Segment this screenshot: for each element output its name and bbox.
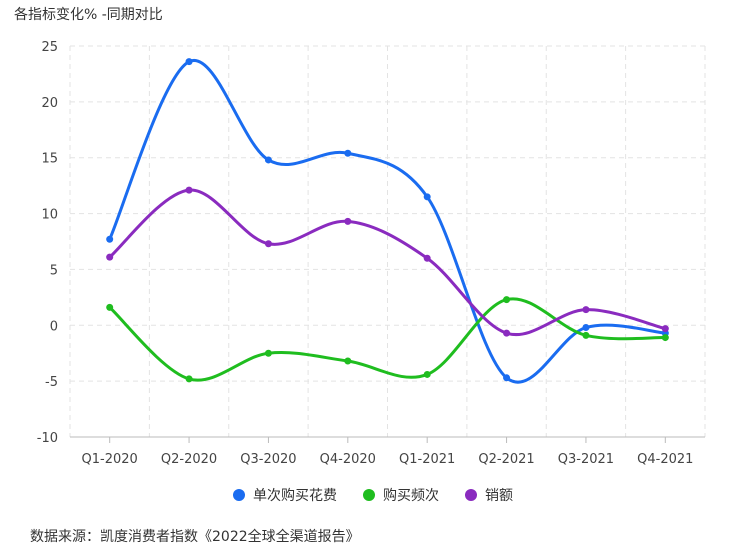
legend-label: 购买频次 — [383, 488, 439, 504]
data-point[interactable] — [661, 334, 669, 342]
data-point[interactable] — [582, 324, 590, 332]
data-point[interactable] — [503, 374, 511, 382]
data-point[interactable] — [185, 58, 193, 66]
data-point[interactable] — [344, 149, 352, 157]
data-point[interactable] — [185, 375, 193, 383]
x-tick-label: Q1-2021 — [399, 452, 455, 467]
data-point[interactable] — [264, 240, 272, 248]
chart-title: 各指标变化% -同期对比 — [14, 7, 163, 23]
data-point[interactable] — [185, 186, 193, 194]
x-tick-label: Q3-2020 — [240, 452, 296, 467]
y-tick-label: 10 — [41, 208, 58, 223]
x-tick-label: Q3-2021 — [558, 452, 614, 467]
data-point[interactable] — [264, 156, 272, 164]
axis-layer: -10 -5 0 5 10 15 20 25 Q1-2020 Q2-2020 Q3-2020 Q4-2… — [37, 40, 705, 467]
data-point[interactable] — [344, 357, 352, 365]
legend-marker — [363, 489, 375, 501]
legend-marker — [233, 489, 245, 501]
x-tick-label: Q2-2021 — [478, 452, 534, 467]
y-tick-label: 20 — [41, 96, 58, 111]
legend-item[interactable]: 购买频次 — [363, 485, 439, 505]
y-tick-label: 0 — [50, 319, 58, 334]
data-point[interactable] — [503, 329, 511, 337]
data-point[interactable] — [106, 253, 114, 261]
data-point[interactable] — [423, 193, 431, 201]
legend-item[interactable]: 单次购买花费 — [233, 485, 337, 505]
data-point[interactable] — [582, 331, 590, 339]
source-note: 数据来源：凯度消费者指数《2022全球全渠道报告》 — [30, 529, 360, 545]
legend-item[interactable]: 销额 — [465, 485, 513, 505]
line-chart: -10 -5 0 5 10 15 20 25 Q1-2020 Q2-2020 Q3-2020 Q4-2… — [37, 40, 706, 467]
data-point[interactable] — [344, 217, 352, 225]
data-point[interactable] — [423, 370, 431, 378]
data-point[interactable] — [423, 254, 431, 262]
y-tick-label: -10 — [37, 431, 58, 446]
x-tick-label: Q1-2020 — [82, 452, 138, 467]
data-point[interactable] — [503, 296, 511, 304]
data-point[interactable] — [582, 306, 590, 314]
x-tick-label: Q4-2020 — [320, 452, 376, 467]
legend: 单次购买花费 购买频次 销额 — [0, 485, 746, 505]
data-point[interactable] — [264, 349, 272, 357]
x-tick-label: Q4-2021 — [637, 452, 693, 467]
series-line — [108, 188, 666, 337]
grid-layer — [69, 45, 706, 437]
y-tick-label: -5 — [45, 375, 58, 390]
legend-label: 销额 — [485, 488, 513, 504]
data-point[interactable] — [106, 303, 114, 311]
data-point[interactable] — [661, 325, 669, 333]
y-tick-label: 25 — [41, 40, 58, 55]
x-tick-label: Q2-2020 — [161, 452, 217, 467]
legend-marker — [465, 489, 477, 501]
series-layer — [106, 58, 669, 384]
y-tick-label: 5 — [50, 263, 58, 278]
data-point[interactable] — [106, 235, 114, 243]
y-tick-label: 15 — [41, 152, 58, 167]
legend-label: 单次购买花费 — [253, 488, 337, 504]
